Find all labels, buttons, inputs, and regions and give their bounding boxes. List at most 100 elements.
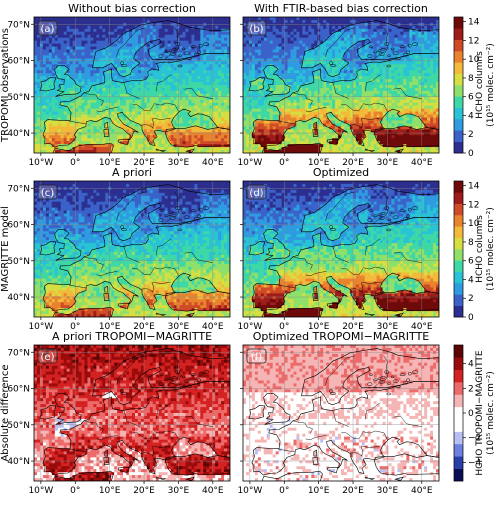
panel-title: Optimized TROPOMI−MAGRITTE [253, 330, 430, 343]
lakes [329, 370, 418, 396]
country-borders [278, 27, 422, 129]
y-tick-label: 40°N [7, 293, 30, 303]
lakes [120, 370, 209, 396]
lakes [329, 206, 418, 232]
panel-letter-text: (a) [41, 24, 55, 35]
graticule [34, 345, 230, 481]
colorbar-label: HCHO TROPOMI−MAGRITTE [475, 350, 485, 476]
x-tick-label: 20°E [133, 322, 155, 332]
colorbar-tick-label: 2 [468, 294, 474, 304]
panel-title: A priori [112, 166, 152, 179]
graticule [34, 17, 230, 153]
y-tick-label: 60°N [7, 57, 30, 67]
x-tick-label: 10°W [28, 158, 53, 168]
map-panel-e: (e) [33, 344, 231, 482]
lakes [120, 206, 209, 232]
colorbar-tick-label: 8 [468, 238, 474, 248]
colorbar-tick-label: −4 [468, 458, 482, 468]
colorbar-units: (10¹⁵ molec. cm⁻²) [486, 43, 496, 127]
x-tick-label: 10°W [237, 486, 262, 496]
colorbar-units: (10¹⁵ molec. cm⁻²) [486, 207, 496, 291]
colorbar-2: 0 2 4 6 8 10 12 14 HCHO columns (10¹⁵ molec. cm⁻²… [453, 180, 496, 323]
x-tick-label: 0° [70, 322, 80, 332]
panel-title: With FTIR-based bias correction [254, 2, 428, 15]
x-tick-label: 20°E [342, 158, 364, 168]
panel-letter: (c) [37, 184, 58, 200]
colorbar-tick-label: 2 [468, 130, 474, 140]
y-tick-label: 70°N [7, 20, 30, 30]
map-panel-d: (d) [242, 180, 440, 318]
x-tick-label: 40°E [202, 486, 224, 496]
country-borders [69, 27, 213, 129]
x-tick-label: 30°E [377, 158, 399, 168]
data-grid [243, 17, 439, 153]
y-tick-label: 70°N [7, 348, 30, 358]
x-tick-label: 20°E [133, 158, 155, 168]
colorbar-tick-label: 10 [468, 219, 480, 229]
coastlines [39, 20, 230, 153]
x-tick-label: 20°E [342, 322, 364, 332]
colorbar-1: 0 2 4 6 8 10 12 14 HCHO columns (10¹⁵ molec. cm⁻²… [453, 16, 496, 159]
colorbar-tick-label: 12 [468, 200, 479, 210]
x-tick-label: 40°E [411, 486, 433, 496]
colorbar-units: (10¹⁵ molec. cm⁻²) [486, 371, 496, 455]
y-tick-label: 50°N [7, 93, 30, 103]
panel-title: Without bias correction [68, 2, 196, 15]
y-tick-label: 40°N [7, 457, 30, 467]
y-tick-label: 60°N [7, 385, 30, 395]
x-tick-label: 40°E [411, 322, 433, 332]
panel-letter: (f) [246, 348, 267, 364]
panel-letter-text: (d) [249, 188, 263, 199]
lakes [120, 42, 209, 68]
y-tick-label: 60°N [7, 221, 30, 231]
x-tick-label: 20°E [133, 486, 155, 496]
x-tick-label: 30°E [377, 322, 399, 332]
x-tick-label: 10°E [308, 322, 330, 332]
x-tick-label: 40°E [202, 158, 224, 168]
panel-title: A priori TROPOMI−MAGRITTE [52, 330, 212, 343]
colorbar-tick-label: 2 [468, 384, 474, 394]
panel-frame [33, 344, 231, 482]
x-tick-label: 30°E [168, 322, 190, 332]
row-label: MAGRITTE model [0, 206, 11, 292]
colorbar-tick-label: 0 [468, 313, 474, 323]
row-label: Absolute difference [0, 364, 11, 461]
x-tick-label: 0° [279, 322, 289, 332]
x-tick-label: 0° [279, 486, 289, 496]
country-borders [278, 355, 422, 457]
colorbar-tick-label: 4 [468, 360, 474, 370]
map-panel-f: (f) [242, 344, 440, 482]
x-tick-label: 30°E [168, 486, 190, 496]
colorbar-3: −4 −2 0 2 4 HCHO TROPOMI−MAGRITTE (10¹⁵ molec.… [453, 344, 496, 482]
graticule [243, 345, 439, 481]
panel-letter: (b) [246, 20, 267, 36]
x-tick-label: 40°E [202, 322, 224, 332]
x-tick-label: 10°E [99, 158, 121, 168]
x-tick-label: 0° [70, 486, 80, 496]
row-label: TROPOMI observations [0, 28, 11, 143]
colorbar-label: HCHO columns [475, 215, 485, 283]
colorbar-tick-label: 10 [468, 55, 480, 65]
map-panel-a: (a) [33, 16, 231, 154]
y-tick-label: 50°N [7, 421, 30, 431]
y-tick-label: 50°N [7, 257, 30, 267]
panel-frame [242, 16, 440, 154]
colorbar-tick-label: 0 [468, 409, 474, 419]
x-tick-label: 10°W [237, 158, 262, 168]
panel-frame [242, 180, 440, 318]
country-borders [278, 191, 422, 293]
x-tick-label: 30°E [168, 158, 190, 168]
graticule [243, 181, 439, 317]
x-tick-label: 10°E [99, 322, 121, 332]
country-borders [69, 191, 213, 293]
colorbar-tick-label: 4 [468, 111, 474, 121]
panel-frame [33, 180, 231, 318]
graticule [34, 181, 230, 317]
country-borders [69, 355, 213, 457]
colorbar-tick-label: −2 [468, 434, 481, 444]
colorbar-tick-label: 6 [468, 93, 474, 103]
panel-title: Optimized [313, 166, 369, 179]
colorbar-tick-label: 14 [468, 182, 480, 192]
colorbar-label: HCHO columns [475, 51, 485, 119]
